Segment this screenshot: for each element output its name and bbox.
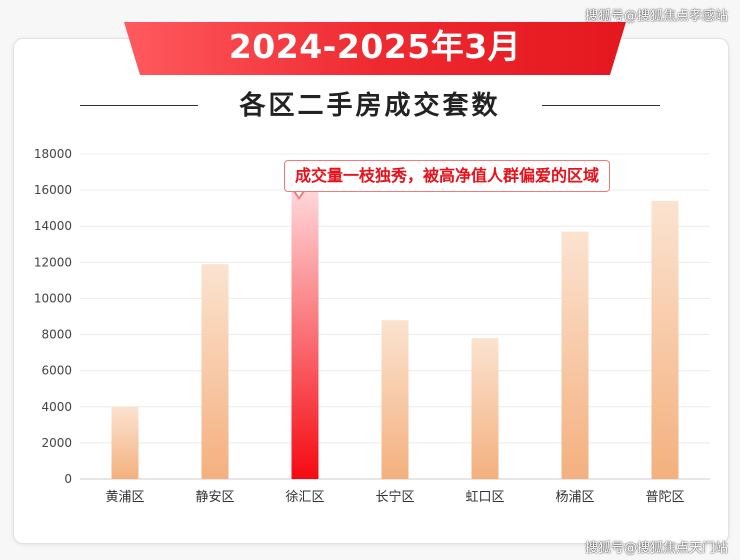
chart-title: 2024-2025年3月 (228, 27, 522, 66)
bar-5 (471, 338, 499, 479)
bar-1 (111, 406, 139, 479)
bars (111, 191, 679, 479)
y-tick-label: 2000 (41, 436, 72, 450)
y-tick-label: 8000 (41, 328, 72, 342)
subtitle-line-left (80, 105, 198, 106)
subtitle-line-right (542, 105, 660, 106)
y-tick-label: 10000 (34, 291, 72, 305)
x-tick-label: 徐汇区 (285, 490, 324, 505)
x-tick-label: 黄浦区 (105, 490, 144, 505)
y-tick-label: 18000 (34, 147, 72, 161)
y-tick-label: 4000 (41, 400, 72, 414)
annotation-pointer-fill (294, 189, 304, 197)
y-tick-label: 16000 (34, 183, 72, 197)
bar-6 (561, 231, 589, 479)
chart-annotation: 成交量一枝独秀，被高净值人群偏爱的区域 (284, 160, 611, 192)
watermark-top: 搜狐号@搜狐焦点孝感站 (584, 9, 728, 24)
chart-subtitle-block: 各区二手房成交套数 (80, 86, 660, 126)
ribbon-shape (124, 22, 626, 75)
x-tick-label: 虹口区 (465, 490, 504, 505)
bar-4 (381, 320, 409, 479)
bar-3 (291, 191, 319, 479)
x-tick-label: 普陀区 (645, 489, 684, 505)
x-tick-label: 杨浦区 (555, 490, 594, 505)
bar-2 (201, 264, 229, 479)
bar-7 (651, 200, 679, 479)
y-tick-label: 6000 (41, 364, 72, 378)
y-tick-label: 14000 (34, 219, 72, 233)
x-tick-label: 长宁区 (375, 489, 414, 505)
title-ribbon: 2024-2025年3月 (124, 19, 626, 75)
y-axis-ticks: 0 2000 4000 6000 8000 10000 12000 14000 16000 180… (34, 147, 72, 486)
x-axis-labels: 黄浦区 静安区 徐汇区 长宁区 虹口区 杨浦区 普陀区 (105, 489, 684, 505)
chart-subtitle: 各区二手房成交套数 (239, 91, 501, 121)
y-tick-label: 12000 (34, 255, 72, 269)
y-tick-label: 0 (64, 472, 72, 486)
gridlines (80, 153, 710, 480)
x-tick-label: 静安区 (195, 490, 234, 505)
watermark-bottom: 搜狐号@搜狐焦点天门站 (584, 541, 728, 556)
